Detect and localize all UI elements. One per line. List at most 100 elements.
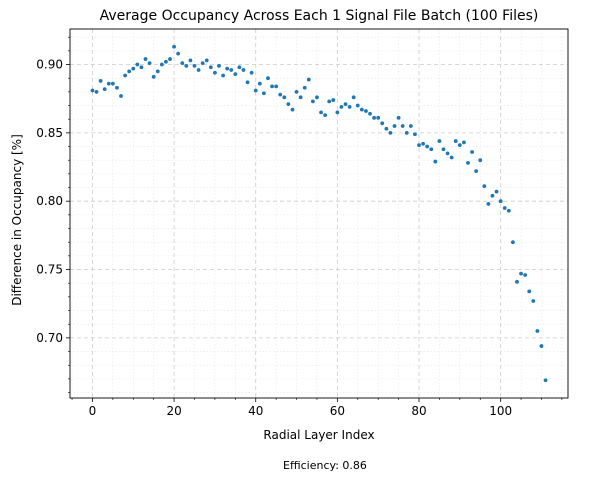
data-point — [494, 189, 499, 194]
efficiency-note: Efficiency: 0.86 — [283, 459, 367, 472]
data-point — [204, 58, 209, 63]
data-point — [413, 132, 417, 137]
data-point — [143, 57, 148, 61]
data-point — [355, 103, 360, 108]
data-point — [335, 110, 340, 115]
data-point — [339, 105, 344, 109]
data-point — [176, 51, 181, 56]
data-point — [441, 147, 446, 152]
data-point — [253, 88, 258, 93]
data-point — [184, 64, 189, 68]
data-point — [233, 72, 238, 76]
data-point — [290, 107, 295, 112]
data-point — [241, 68, 246, 72]
data-point — [510, 240, 515, 245]
data-point — [392, 124, 397, 128]
data-point — [376, 115, 381, 120]
data-point — [119, 94, 123, 98]
data-point — [102, 87, 107, 92]
data-point — [388, 130, 393, 135]
data-point — [523, 273, 528, 277]
data-point — [278, 92, 283, 97]
y-tick-label: 0.75 — [36, 263, 63, 277]
data-point — [257, 81, 262, 86]
y-tick-label: 0.90 — [36, 58, 63, 72]
data-point — [490, 193, 495, 198]
data-point — [131, 66, 136, 71]
data-point — [90, 88, 95, 93]
data-point — [294, 89, 299, 94]
axes-frame — [69, 28, 569, 399]
data-point — [302, 85, 307, 90]
x-tick-label: 20 — [166, 404, 181, 418]
data-point — [531, 299, 536, 303]
data-point — [266, 76, 270, 81]
data-point — [482, 184, 487, 189]
data-point — [168, 57, 172, 61]
data-point — [347, 105, 352, 109]
data-point — [515, 279, 519, 284]
data-point — [466, 161, 470, 165]
data-point — [282, 95, 287, 100]
data-point — [213, 70, 217, 75]
x-tick-label: 80 — [411, 404, 426, 418]
data-point — [404, 130, 409, 135]
data-point — [433, 159, 438, 164]
data-point — [274, 84, 279, 89]
data-point — [449, 155, 454, 160]
data-point — [502, 206, 507, 210]
data-point — [470, 150, 474, 154]
x-axis-label: Radial Layer Index — [263, 428, 375, 442]
data-point — [417, 143, 421, 148]
data-point — [98, 79, 103, 83]
data-point — [457, 143, 462, 148]
data-point — [237, 65, 242, 70]
data-point — [364, 109, 368, 113]
chart-title: Average Occupancy Across Each 1 Signal F… — [99, 8, 539, 24]
data-point — [384, 126, 389, 131]
x-tick-label: 40 — [248, 404, 263, 418]
data-point — [229, 68, 234, 72]
data-point — [115, 85, 119, 90]
data-point — [343, 102, 348, 107]
data-point — [327, 99, 332, 104]
data-point — [380, 121, 385, 126]
data-point — [400, 124, 405, 128]
data-point — [200, 61, 205, 66]
data-point — [359, 107, 364, 112]
data-point — [429, 147, 434, 152]
y-tick-label: 0.80 — [36, 194, 63, 208]
data-point — [94, 89, 99, 94]
data-point — [159, 62, 164, 67]
y-tick-label: 0.70 — [36, 331, 63, 345]
data-point — [372, 115, 377, 120]
data-point — [298, 95, 303, 100]
data-point — [261, 91, 266, 96]
data-point — [245, 80, 250, 85]
data-point — [543, 378, 548, 383]
data-point — [188, 58, 193, 63]
data-point — [127, 69, 132, 74]
data-point — [286, 102, 291, 107]
data-point — [110, 81, 115, 86]
data-point — [519, 271, 523, 276]
x-tick-label: 60 — [330, 404, 345, 418]
data-point — [319, 110, 323, 115]
data-point — [315, 95, 319, 100]
x-tick-label: 0 — [89, 404, 97, 418]
minor-grid — [70, 29, 568, 398]
data-point — [453, 139, 458, 143]
data-point — [155, 69, 160, 74]
data-point — [135, 62, 140, 67]
data-point — [437, 139, 442, 143]
data-point — [208, 65, 213, 70]
data-point — [225, 66, 230, 71]
y-tick-label: 0.85 — [36, 126, 63, 140]
data-point — [351, 95, 356, 100]
x-tick-label: 100 — [489, 404, 512, 418]
y-axis-label: Difference in Occupancy [%] — [10, 134, 24, 306]
data-point — [478, 158, 483, 163]
data-point — [368, 111, 372, 116]
